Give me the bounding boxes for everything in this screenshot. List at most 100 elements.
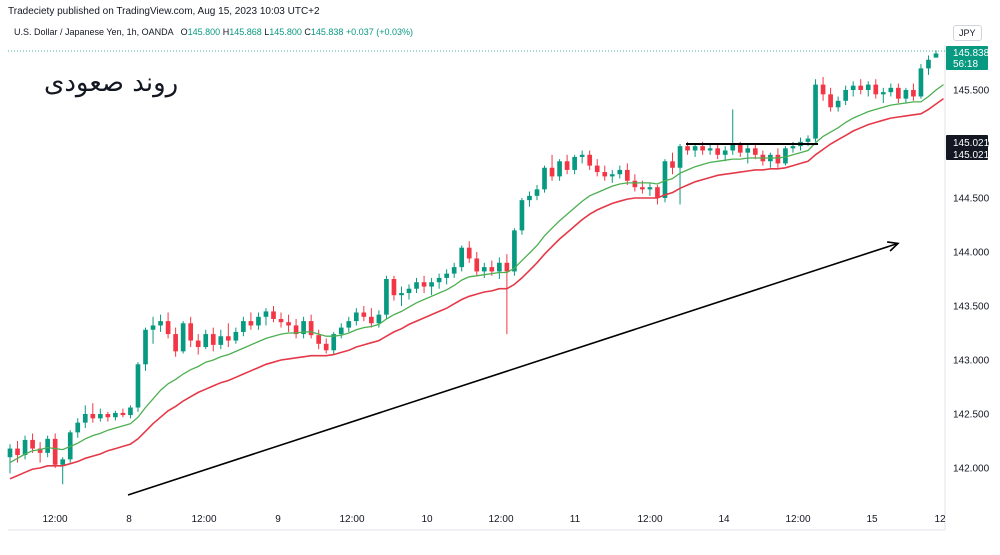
- candle-body: [135, 364, 141, 408]
- candle-body: [632, 180, 638, 188]
- candle-body: [346, 321, 352, 328]
- close-value: 145.838: [310, 27, 344, 37]
- candle-body: [459, 247, 465, 268]
- time-tick-label: 12:00: [191, 514, 216, 525]
- trend-arrow[interactable]: [127, 242, 899, 496]
- candle-body: [481, 267, 487, 272]
- candle-body: [662, 161, 668, 198]
- price-tick-label: 144.500: [953, 194, 990, 205]
- candle-body: [692, 146, 698, 151]
- candle-body: [790, 146, 796, 149]
- candle-body: [82, 414, 88, 423]
- candle-body: [293, 325, 299, 335]
- open-value: 145.800: [187, 27, 221, 37]
- candle-body: [90, 414, 96, 419]
- candle-body: [677, 146, 683, 168]
- candle-body: [30, 439, 35, 449]
- candles-layer: [7, 50, 939, 485]
- candle-body: [165, 321, 171, 335]
- candle-body: [203, 334, 209, 348]
- candle-body: [572, 156, 577, 170]
- candle-body: [549, 167, 555, 177]
- candle-body: [308, 321, 314, 336]
- time-tick-label: 12:00: [785, 514, 810, 525]
- price-tick-label: 142.000: [953, 464, 990, 475]
- candle-body: [880, 92, 886, 95]
- candle-body: [369, 316, 374, 324]
- candle-body: [429, 282, 434, 287]
- candle-body: [715, 148, 721, 155]
- candle-body: [640, 187, 645, 190]
- candle-body: [519, 200, 525, 231]
- candle-body: [805, 138, 811, 142]
- candle-body: [15, 448, 20, 456]
- candle-body: [594, 165, 600, 173]
- candle-body: [195, 340, 201, 348]
- candle-body: [218, 336, 224, 345]
- level-price-value-a: 145.021: [953, 138, 990, 149]
- candle-body: [745, 148, 751, 153]
- candle-body: [451, 267, 457, 274]
- candle-body: [497, 262, 502, 272]
- time-tick-label: 14: [718, 514, 730, 525]
- candle-body: [361, 312, 367, 317]
- candle-body: [557, 161, 562, 177]
- candle-body: [286, 322, 291, 326]
- low-label: L: [264, 27, 270, 37]
- candle-body: [602, 172, 608, 177]
- candle-body: [225, 336, 231, 341]
- candle-body: [406, 288, 412, 294]
- candle-body: [609, 174, 615, 177]
- price-tick-label: 143.000: [953, 356, 990, 367]
- candle-body: [527, 195, 532, 201]
- candle-body: [353, 312, 359, 322]
- candle-body: [256, 316, 261, 326]
- candle-body: [888, 87, 894, 93]
- candle-body: [52, 438, 58, 465]
- currency-button[interactable]: JPY: [953, 25, 982, 41]
- time-tick-label: 8: [126, 514, 132, 525]
- candle-body: [105, 414, 111, 418]
- candle-body: [685, 146, 690, 151]
- open-label: O: [180, 27, 188, 37]
- candle-body: [150, 325, 156, 330]
- candle-body: [414, 282, 419, 289]
- candle-body: [775, 154, 781, 164]
- time-axis: 12:00 8 12:00 9 12:00 10 12:00 11 12:00 14 12:00 15…: [42, 514, 946, 525]
- time-tick-label: 9: [275, 514, 281, 525]
- time-tick-label: 12:00: [488, 514, 513, 525]
- candle-body: [564, 161, 570, 170]
- candle-body: [128, 407, 133, 416]
- candle-body: [278, 318, 284, 323]
- candle-body: [512, 230, 517, 272]
- candle-body: [466, 247, 472, 259]
- slow-moving-average: [9, 97, 944, 480]
- candle-body: [301, 321, 306, 335]
- candle-body: [173, 334, 178, 352]
- candle-body: [210, 334, 216, 345]
- candle-body: [113, 412, 118, 418]
- time-tick-label: 10: [421, 514, 433, 525]
- candle-body: [37, 448, 43, 453]
- candle-body: [624, 169, 630, 181]
- candle-body: [271, 311, 276, 319]
- candle-body: [399, 293, 404, 296]
- candle-body: [835, 100, 841, 108]
- candle-body: [911, 90, 916, 97]
- candle-body: [617, 169, 623, 175]
- candle-body: [918, 68, 924, 97]
- candle-body: [421, 282, 427, 287]
- candle-body: [45, 438, 50, 453]
- candle-countdown: 56:18: [953, 59, 978, 70]
- candle-body: [542, 167, 547, 190]
- candle-body: [158, 321, 163, 326]
- time-tick-label: 12:00: [637, 514, 662, 525]
- candle-body: [384, 279, 389, 315]
- candle-body: [98, 414, 103, 419]
- symbol-legend: U.S. Dollar / Japanese Yen, 1h, OANDA O1…: [14, 27, 413, 37]
- candle-body: [933, 53, 939, 58]
- time-tick-label: 15: [866, 514, 878, 525]
- candle-body: [22, 439, 28, 456]
- candle-body: [926, 59, 931, 69]
